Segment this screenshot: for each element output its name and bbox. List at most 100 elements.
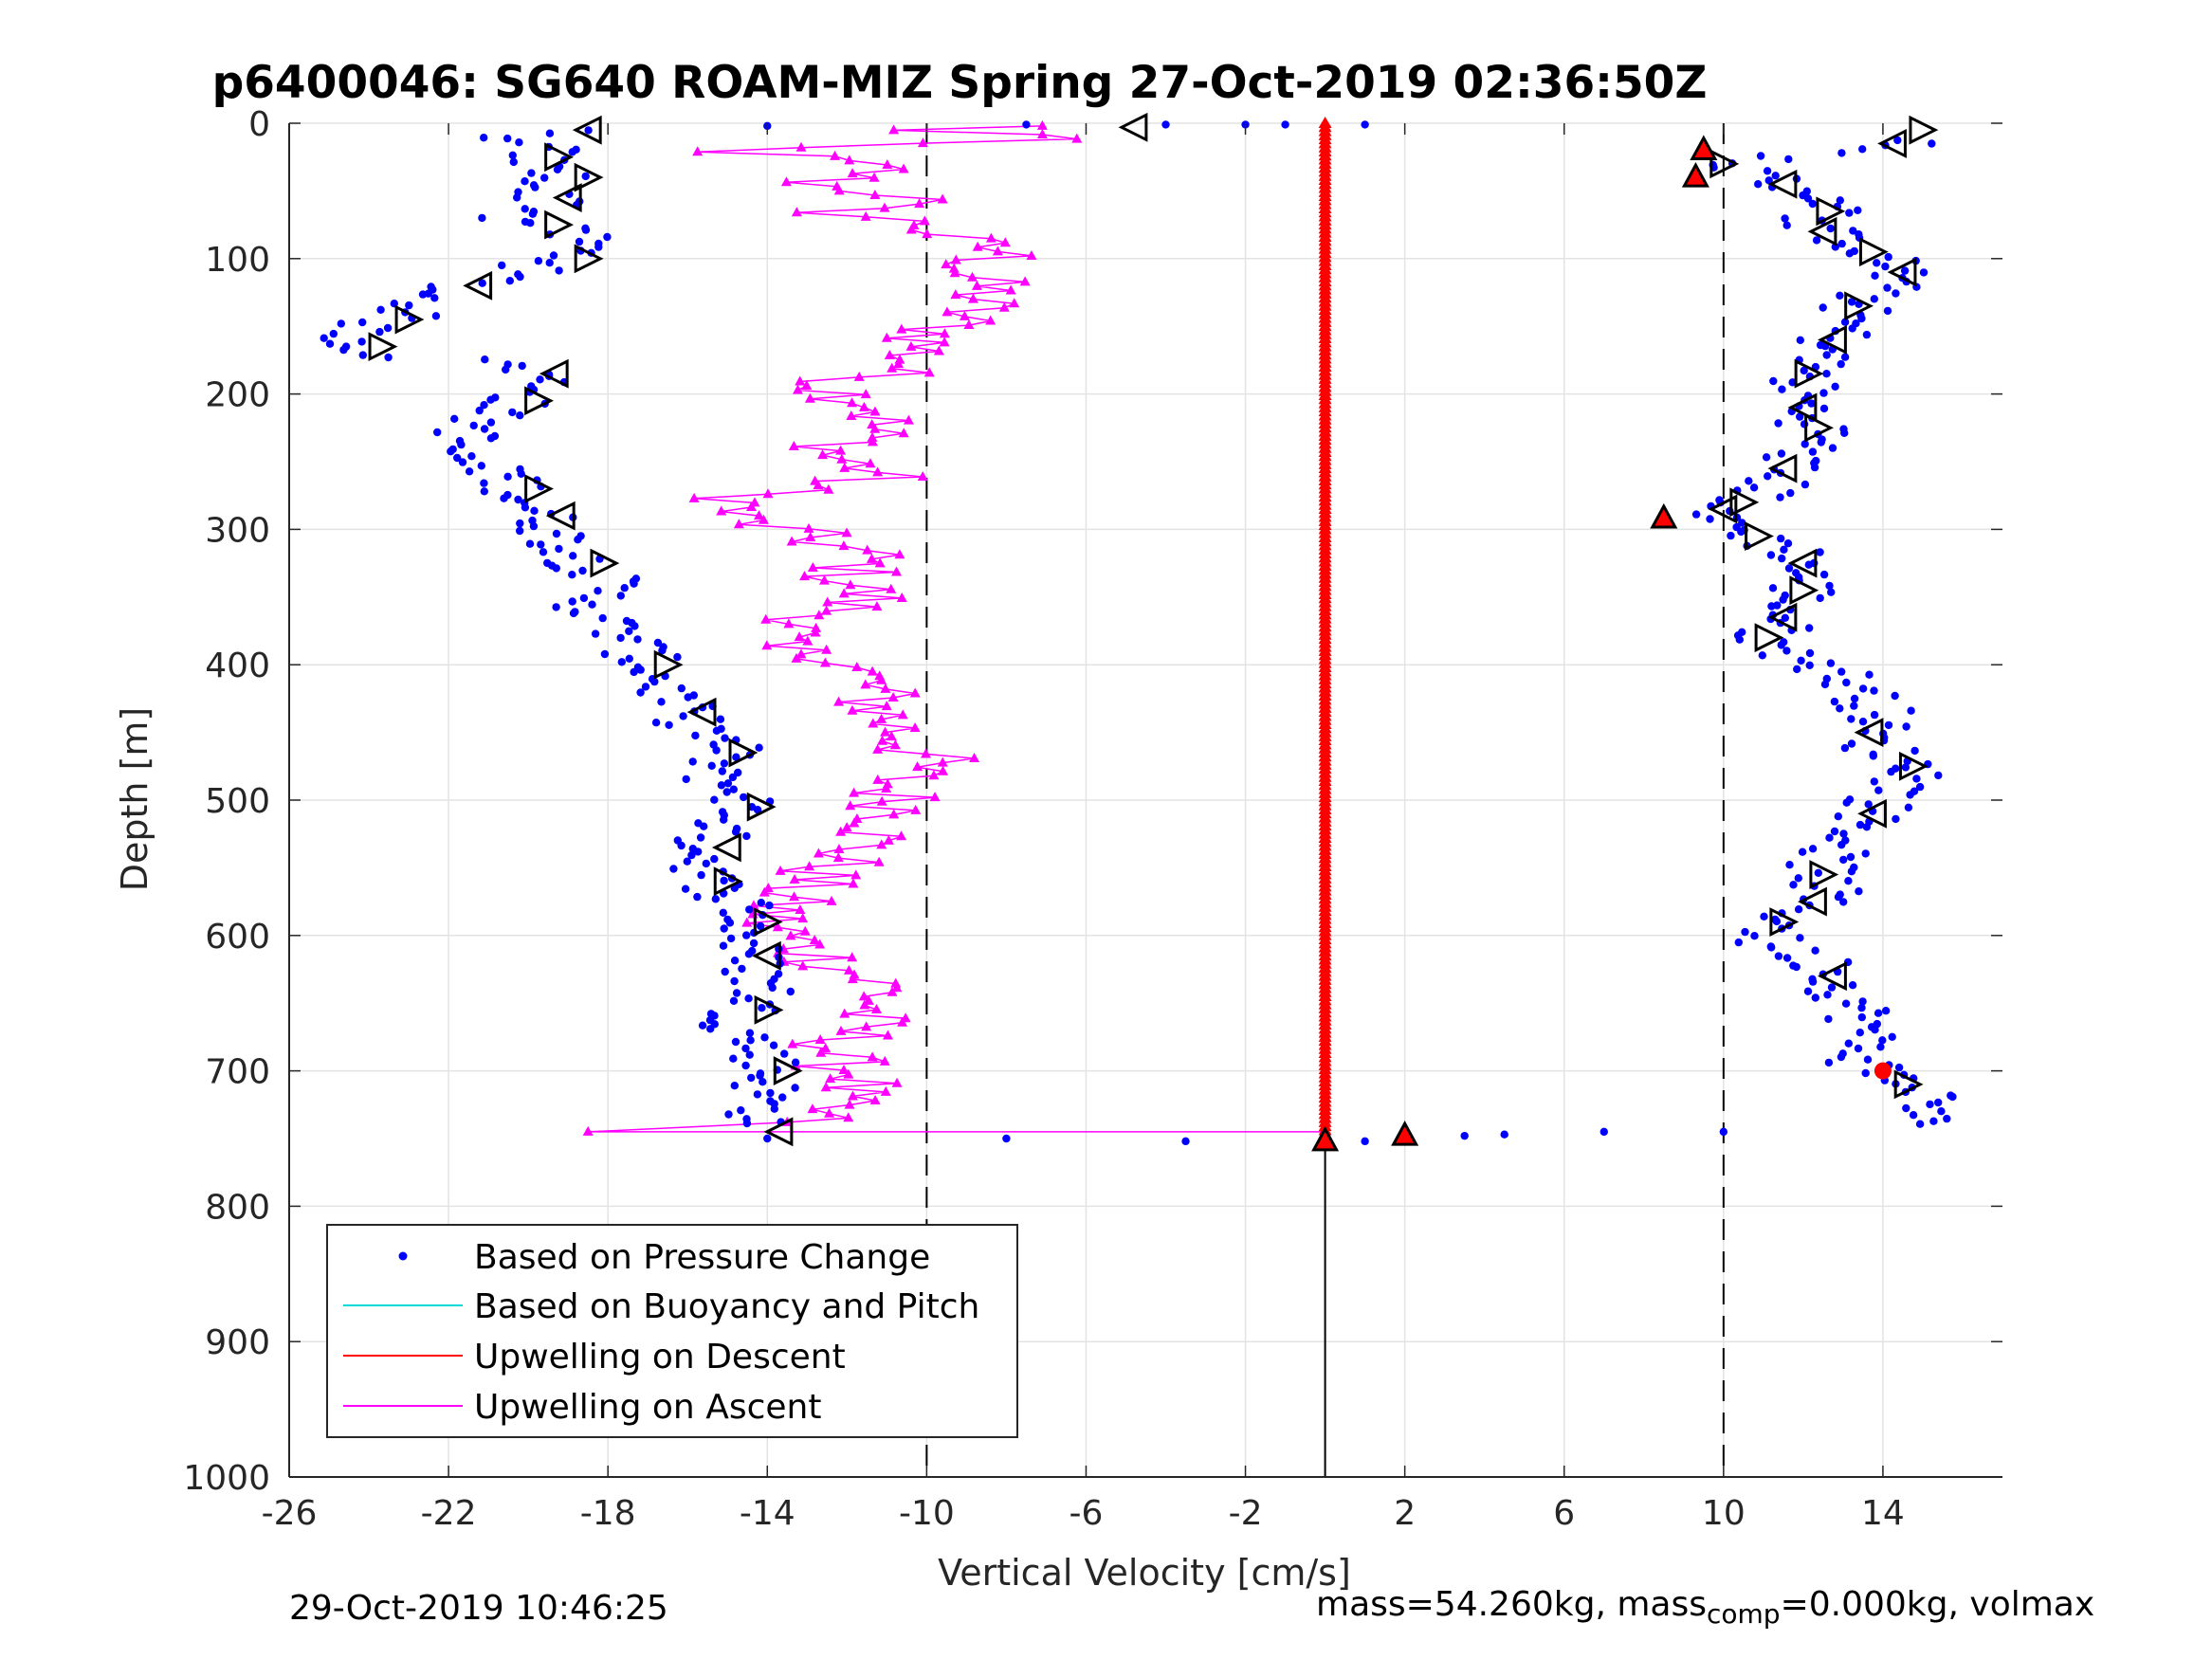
pressure-descent-point [721, 967, 729, 976]
x-tick-label: -2 [1229, 1494, 1263, 1533]
upwelling-ascent-point [867, 1051, 878, 1062]
pressure-descent-point [657, 698, 666, 706]
pressure-descent-point [720, 759, 729, 768]
upwelling-ascent-point [822, 596, 833, 607]
legend-box [326, 1224, 1018, 1438]
pressure-ascent-point [1824, 1014, 1833, 1024]
pressure-descent-point [625, 627, 633, 635]
upwelling-ascent-point [799, 571, 811, 581]
pressure-descent-point [786, 987, 795, 996]
upwelling-ascent-point [898, 428, 909, 438]
pressure-ascent-point [1848, 981, 1857, 990]
pressure-bottom-point [1361, 1137, 1369, 1146]
pressure-descent-point [679, 712, 687, 720]
pressure-ascent-point [1929, 1117, 1938, 1125]
pressure-ascent-point [1807, 399, 1816, 408]
ascent-marker-triangle [1798, 886, 1827, 917]
chart-title: p6400046: SG640 ROAM-MIZ Spring 27-Oct-2… [212, 57, 1708, 109]
upwelling-ascent-point [847, 704, 858, 715]
pressure-descent-point [450, 414, 459, 423]
pressure-descent-point [720, 815, 728, 824]
pressure-descent-point [729, 996, 739, 1006]
pressure-descent-point [741, 1044, 750, 1053]
upwelling-ascent-point [839, 1008, 850, 1018]
pressure-ascent-point [1812, 236, 1821, 245]
upwelling-ascent-point [874, 557, 886, 568]
pressure-descent-point [707, 761, 716, 770]
pressure-descent-point [719, 941, 728, 950]
pressure-ascent-point [1735, 635, 1745, 644]
pressure-descent-point [529, 521, 539, 531]
upwelling-ascent-point [1026, 249, 1037, 260]
pressure-descent-point [569, 609, 578, 618]
upwelling-ascent-point [905, 224, 917, 234]
y-tick-label: 700 [205, 1053, 270, 1092]
ascent-marker-triangle [1909, 115, 1939, 145]
pressure-surface-point [1022, 120, 1031, 129]
pressure-ascent-point [1706, 515, 1714, 523]
upwelling-ascent-point [814, 1034, 826, 1045]
ascent-marker-triangle [1787, 392, 1818, 423]
upwelling-ascent-point [950, 289, 961, 300]
pressure-descent-point [405, 301, 413, 310]
pressure-descent-point [581, 172, 590, 181]
pressure-descent-point [766, 1088, 775, 1098]
upwelling-ascent-point [937, 193, 948, 204]
pressure-ascent-point [1883, 283, 1892, 292]
pressure-descent-point [636, 688, 645, 697]
upwelling-ascent-point [802, 635, 814, 646]
x-tick-label: 6 [1553, 1494, 1575, 1533]
upwelling-ascent-point [998, 301, 1010, 312]
pressure-descent-point [526, 219, 535, 228]
pressure-ascent-point [1801, 440, 1809, 448]
upwelling-ascent-point [860, 389, 871, 399]
pressure-ascent-point [1823, 991, 1832, 999]
pressure-ascent-point [1876, 1043, 1885, 1051]
pressure-descent-point [633, 635, 642, 644]
upwelling-ascent-point [836, 453, 848, 464]
pressure-ascent-point [1901, 763, 1910, 772]
descent-marker-triangle [686, 697, 717, 727]
legend-label-buoyancy: Based on Buoyancy and Pitch [474, 1287, 979, 1326]
upwelling-ascent-point [820, 1043, 832, 1053]
pressure-ascent-point [1837, 149, 1846, 157]
pressure-descent-point [527, 169, 536, 177]
pressure-descent-point [475, 406, 484, 415]
upwelling-ascent-point [795, 648, 807, 659]
upwelling-ascent-point [1009, 298, 1020, 308]
pressure-ascent-point [1741, 927, 1749, 937]
pressure-descent-point [531, 183, 539, 191]
pressure-ascent-point [1805, 648, 1815, 658]
x-tick-label: 14 [1861, 1494, 1905, 1533]
pressure-ascent-point [1796, 412, 1804, 421]
pressure-descent-point [502, 365, 510, 374]
upwelling-ascent-point [843, 964, 854, 975]
pressure-descent-point [778, 1093, 787, 1102]
pressure-ascent-point [1796, 934, 1804, 942]
pressure-ascent-point [1811, 994, 1820, 1002]
pressure-descent-point [616, 633, 625, 643]
upwelling-ascent-point [845, 800, 856, 811]
pressure-bottom-point [1719, 1127, 1728, 1137]
upwelling-ascent-point [949, 267, 960, 278]
upwelling-ascent-point [917, 137, 928, 148]
upwelling-ascent-point [851, 662, 863, 672]
pressure-ascent-point [1763, 167, 1772, 175]
pressure-ascent-point [1850, 702, 1858, 710]
upwelling-ascent-point [787, 1038, 798, 1048]
upwelling-ascent-point [847, 397, 858, 408]
pressure-descent-point [540, 173, 549, 182]
y-tick-label: 0 [248, 105, 270, 144]
pressure-descent-point [552, 603, 560, 611]
pressure-ascent-point [1827, 983, 1837, 992]
pressure-descent-point [430, 294, 439, 302]
pressure-descent-point [631, 622, 639, 630]
pressure-descent-point [453, 453, 462, 463]
upwelling-ascent-point [881, 332, 892, 342]
pressure-descent-point [458, 458, 467, 466]
pressure-ascent-point [1778, 385, 1786, 393]
ascent-marker-triangle [1816, 196, 1846, 227]
upwelling-ascent-point [896, 323, 907, 334]
pressure-descent-point [376, 305, 385, 314]
mass-subscript: comp [1707, 1598, 1781, 1631]
